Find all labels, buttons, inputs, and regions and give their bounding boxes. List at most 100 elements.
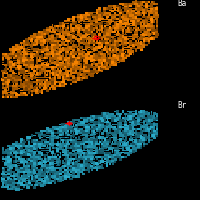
Bar (44, 169, 46, 171)
Bar (109, 117, 111, 119)
Bar (20, 57, 23, 59)
Bar (124, 20, 127, 22)
Bar (28, 92, 30, 94)
Bar (27, 85, 31, 88)
Bar (103, 19, 107, 20)
Bar (87, 167, 91, 169)
Bar (44, 57, 46, 59)
Bar (46, 55, 49, 57)
Bar (85, 65, 88, 68)
Bar (93, 143, 96, 145)
Bar (88, 72, 91, 75)
Bar (21, 65, 22, 68)
Bar (95, 55, 99, 57)
Bar (145, 139, 147, 141)
Bar (130, 25, 132, 26)
Bar (67, 48, 70, 51)
Bar (108, 29, 112, 31)
Bar (90, 128, 93, 130)
Bar (28, 72, 31, 74)
Bar (54, 87, 56, 90)
Bar (64, 125, 67, 128)
Bar (23, 186, 25, 188)
Bar (51, 169, 54, 171)
Bar (98, 163, 101, 164)
Bar (54, 53, 56, 55)
Bar (137, 147, 140, 149)
Bar (87, 154, 91, 156)
Bar (114, 36, 116, 37)
Bar (18, 57, 20, 60)
Bar (5, 81, 7, 83)
Bar (66, 164, 70, 167)
Bar (22, 179, 26, 182)
Bar (9, 53, 13, 55)
Bar (88, 135, 91, 136)
Bar (80, 135, 82, 136)
Bar (38, 143, 41, 145)
Bar (117, 128, 119, 130)
Bar (85, 24, 88, 27)
Bar (91, 49, 93, 50)
Bar (90, 74, 94, 77)
Bar (54, 26, 56, 29)
Bar (15, 145, 18, 147)
Bar (88, 29, 91, 31)
Bar (31, 37, 33, 40)
Bar (41, 65, 44, 68)
Bar (129, 152, 132, 154)
Bar (39, 35, 41, 38)
Bar (54, 55, 57, 57)
Bar (51, 78, 54, 81)
Bar (46, 40, 49, 42)
Bar (88, 125, 90, 128)
Bar (109, 42, 111, 44)
Bar (52, 70, 54, 72)
Bar (67, 64, 70, 66)
Bar (124, 126, 127, 127)
Bar (148, 31, 150, 33)
Bar (106, 14, 109, 16)
Bar (67, 169, 70, 171)
Bar (25, 83, 28, 85)
Bar (30, 39, 33, 42)
Bar (23, 81, 25, 83)
Bar (127, 127, 130, 130)
Bar (82, 29, 86, 31)
Bar (36, 61, 38, 64)
Bar (145, 111, 148, 113)
Bar (125, 31, 126, 34)
Bar (101, 141, 103, 143)
Bar (109, 39, 111, 42)
Bar (127, 141, 129, 143)
Bar (140, 22, 142, 25)
Bar (35, 156, 39, 158)
Bar (143, 128, 145, 130)
Bar (51, 143, 54, 146)
Bar (62, 22, 64, 25)
Bar (46, 169, 49, 171)
Bar (150, 115, 153, 117)
Bar (17, 143, 20, 145)
Bar (23, 139, 25, 141)
Bar (72, 33, 74, 35)
Bar (116, 147, 119, 150)
Bar (78, 163, 80, 164)
Bar (30, 64, 34, 66)
Bar (77, 40, 81, 42)
Bar (54, 181, 56, 184)
Bar (117, 37, 119, 40)
Bar (78, 29, 80, 31)
Bar (35, 178, 39, 179)
Bar (101, 127, 103, 130)
Bar (15, 169, 18, 171)
Bar (121, 55, 125, 57)
Bar (77, 128, 80, 130)
Bar (85, 59, 88, 61)
Bar (20, 167, 23, 169)
Bar (7, 162, 10, 165)
Bar (91, 73, 93, 74)
Bar (25, 70, 28, 72)
Bar (95, 18, 98, 21)
Bar (87, 128, 91, 130)
